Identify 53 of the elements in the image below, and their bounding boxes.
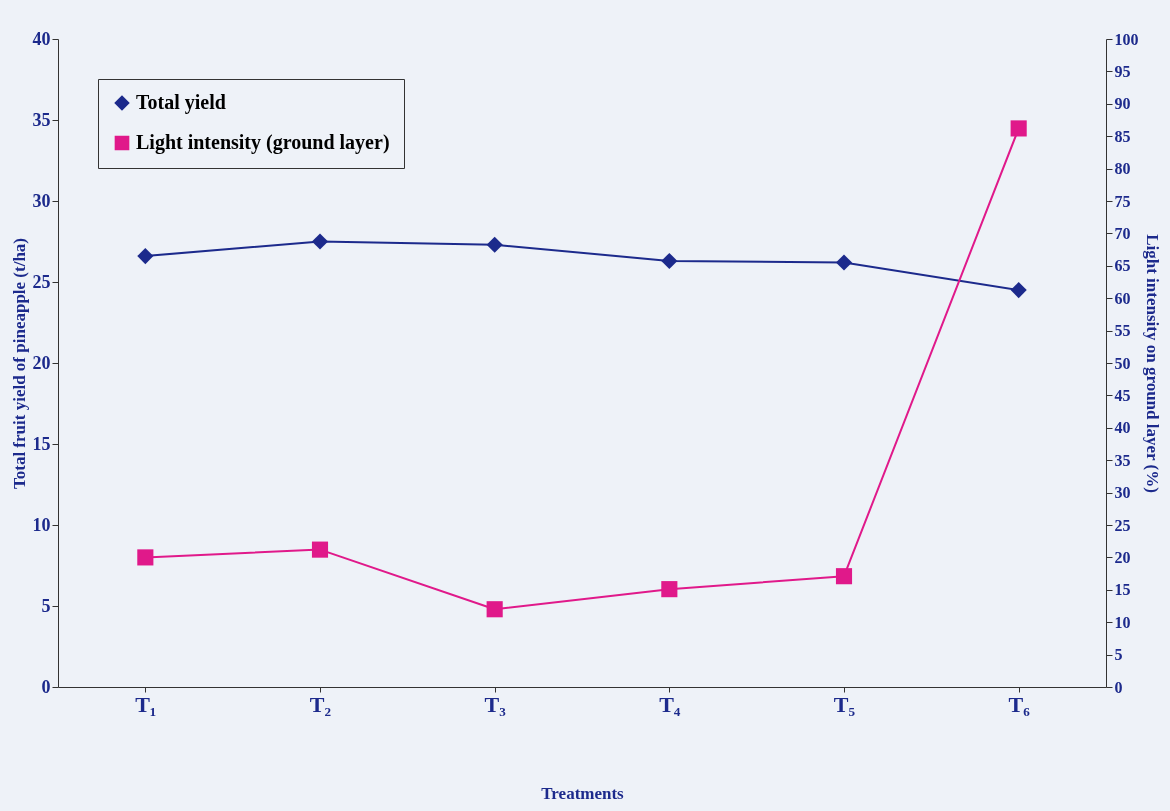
y2-tick-label: 20 — [1114, 548, 1131, 566]
y2-tick-label: 45 — [1114, 386, 1131, 404]
y2-tick-label: 15 — [1114, 581, 1131, 599]
y2-tick-label: 40 — [1114, 419, 1131, 437]
y2-tick-label: 75 — [1114, 192, 1131, 210]
point — [311, 233, 329, 250]
x-tick-label: T₄ — [659, 691, 681, 717]
x-axis-title: Treatments — [541, 783, 625, 803]
point — [1010, 120, 1027, 137]
point — [137, 248, 154, 265]
legend-label: Light intensity (ground layer) — [136, 131, 390, 154]
point — [835, 568, 853, 585]
point — [1010, 282, 1027, 299]
x-tick-label: T₂ — [309, 691, 332, 717]
y2-tick-label: 30 — [1114, 484, 1131, 502]
y-tick-label: 20 — [32, 352, 51, 373]
y2-tick-label: 5 — [1114, 646, 1123, 664]
point — [137, 549, 154, 566]
point — [661, 252, 678, 269]
point — [311, 541, 329, 558]
y2-tick-label: 25 — [1114, 516, 1131, 534]
y-tick-label: 0 — [41, 676, 51, 697]
y2-tick-label: 55 — [1114, 322, 1131, 340]
y-tick-label: 35 — [32, 109, 51, 130]
point — [661, 581, 678, 598]
legend-label: Total yield — [136, 91, 226, 114]
y2-tick-label: 50 — [1114, 354, 1131, 372]
y-tick-label: 25 — [32, 271, 51, 292]
y2-tick-label: 100 — [1114, 30, 1139, 48]
y2-tick-label: 95 — [1114, 62, 1131, 80]
y2-tick-label: 70 — [1114, 224, 1131, 242]
y2-tick-label: 85 — [1114, 127, 1131, 145]
y2-tick-label: 60 — [1114, 289, 1131, 307]
y2-tick-label: 65 — [1114, 257, 1131, 275]
x-tick-label: T₅ — [833, 691, 856, 717]
point — [486, 236, 503, 253]
x-tick-label: T₁ — [135, 691, 157, 717]
y-tick-label: 5 — [41, 595, 51, 616]
y-tick-label: 10 — [32, 514, 51, 535]
point — [486, 601, 503, 618]
x-tick-label: T₆ — [1008, 691, 1031, 717]
y-tick-label: 40 — [32, 28, 51, 49]
y-axis-title: Total fruit yield of pineapple (t/ha) — [9, 237, 29, 490]
y2-tick-label: 10 — [1114, 613, 1131, 631]
y2-tick-label: 80 — [1114, 160, 1131, 178]
y-tick-label: 15 — [32, 433, 51, 454]
y-tick-label: 30 — [32, 190, 51, 211]
y2-tick-label: 0 — [1114, 678, 1123, 696]
y2-tick-label: 35 — [1114, 451, 1131, 469]
x-tick-label: T₃ — [484, 691, 507, 717]
y2-tick-label: 90 — [1114, 95, 1131, 113]
y2-axis-title: Light intensity on ground layer (%) — [1142, 234, 1162, 493]
point — [835, 254, 853, 271]
